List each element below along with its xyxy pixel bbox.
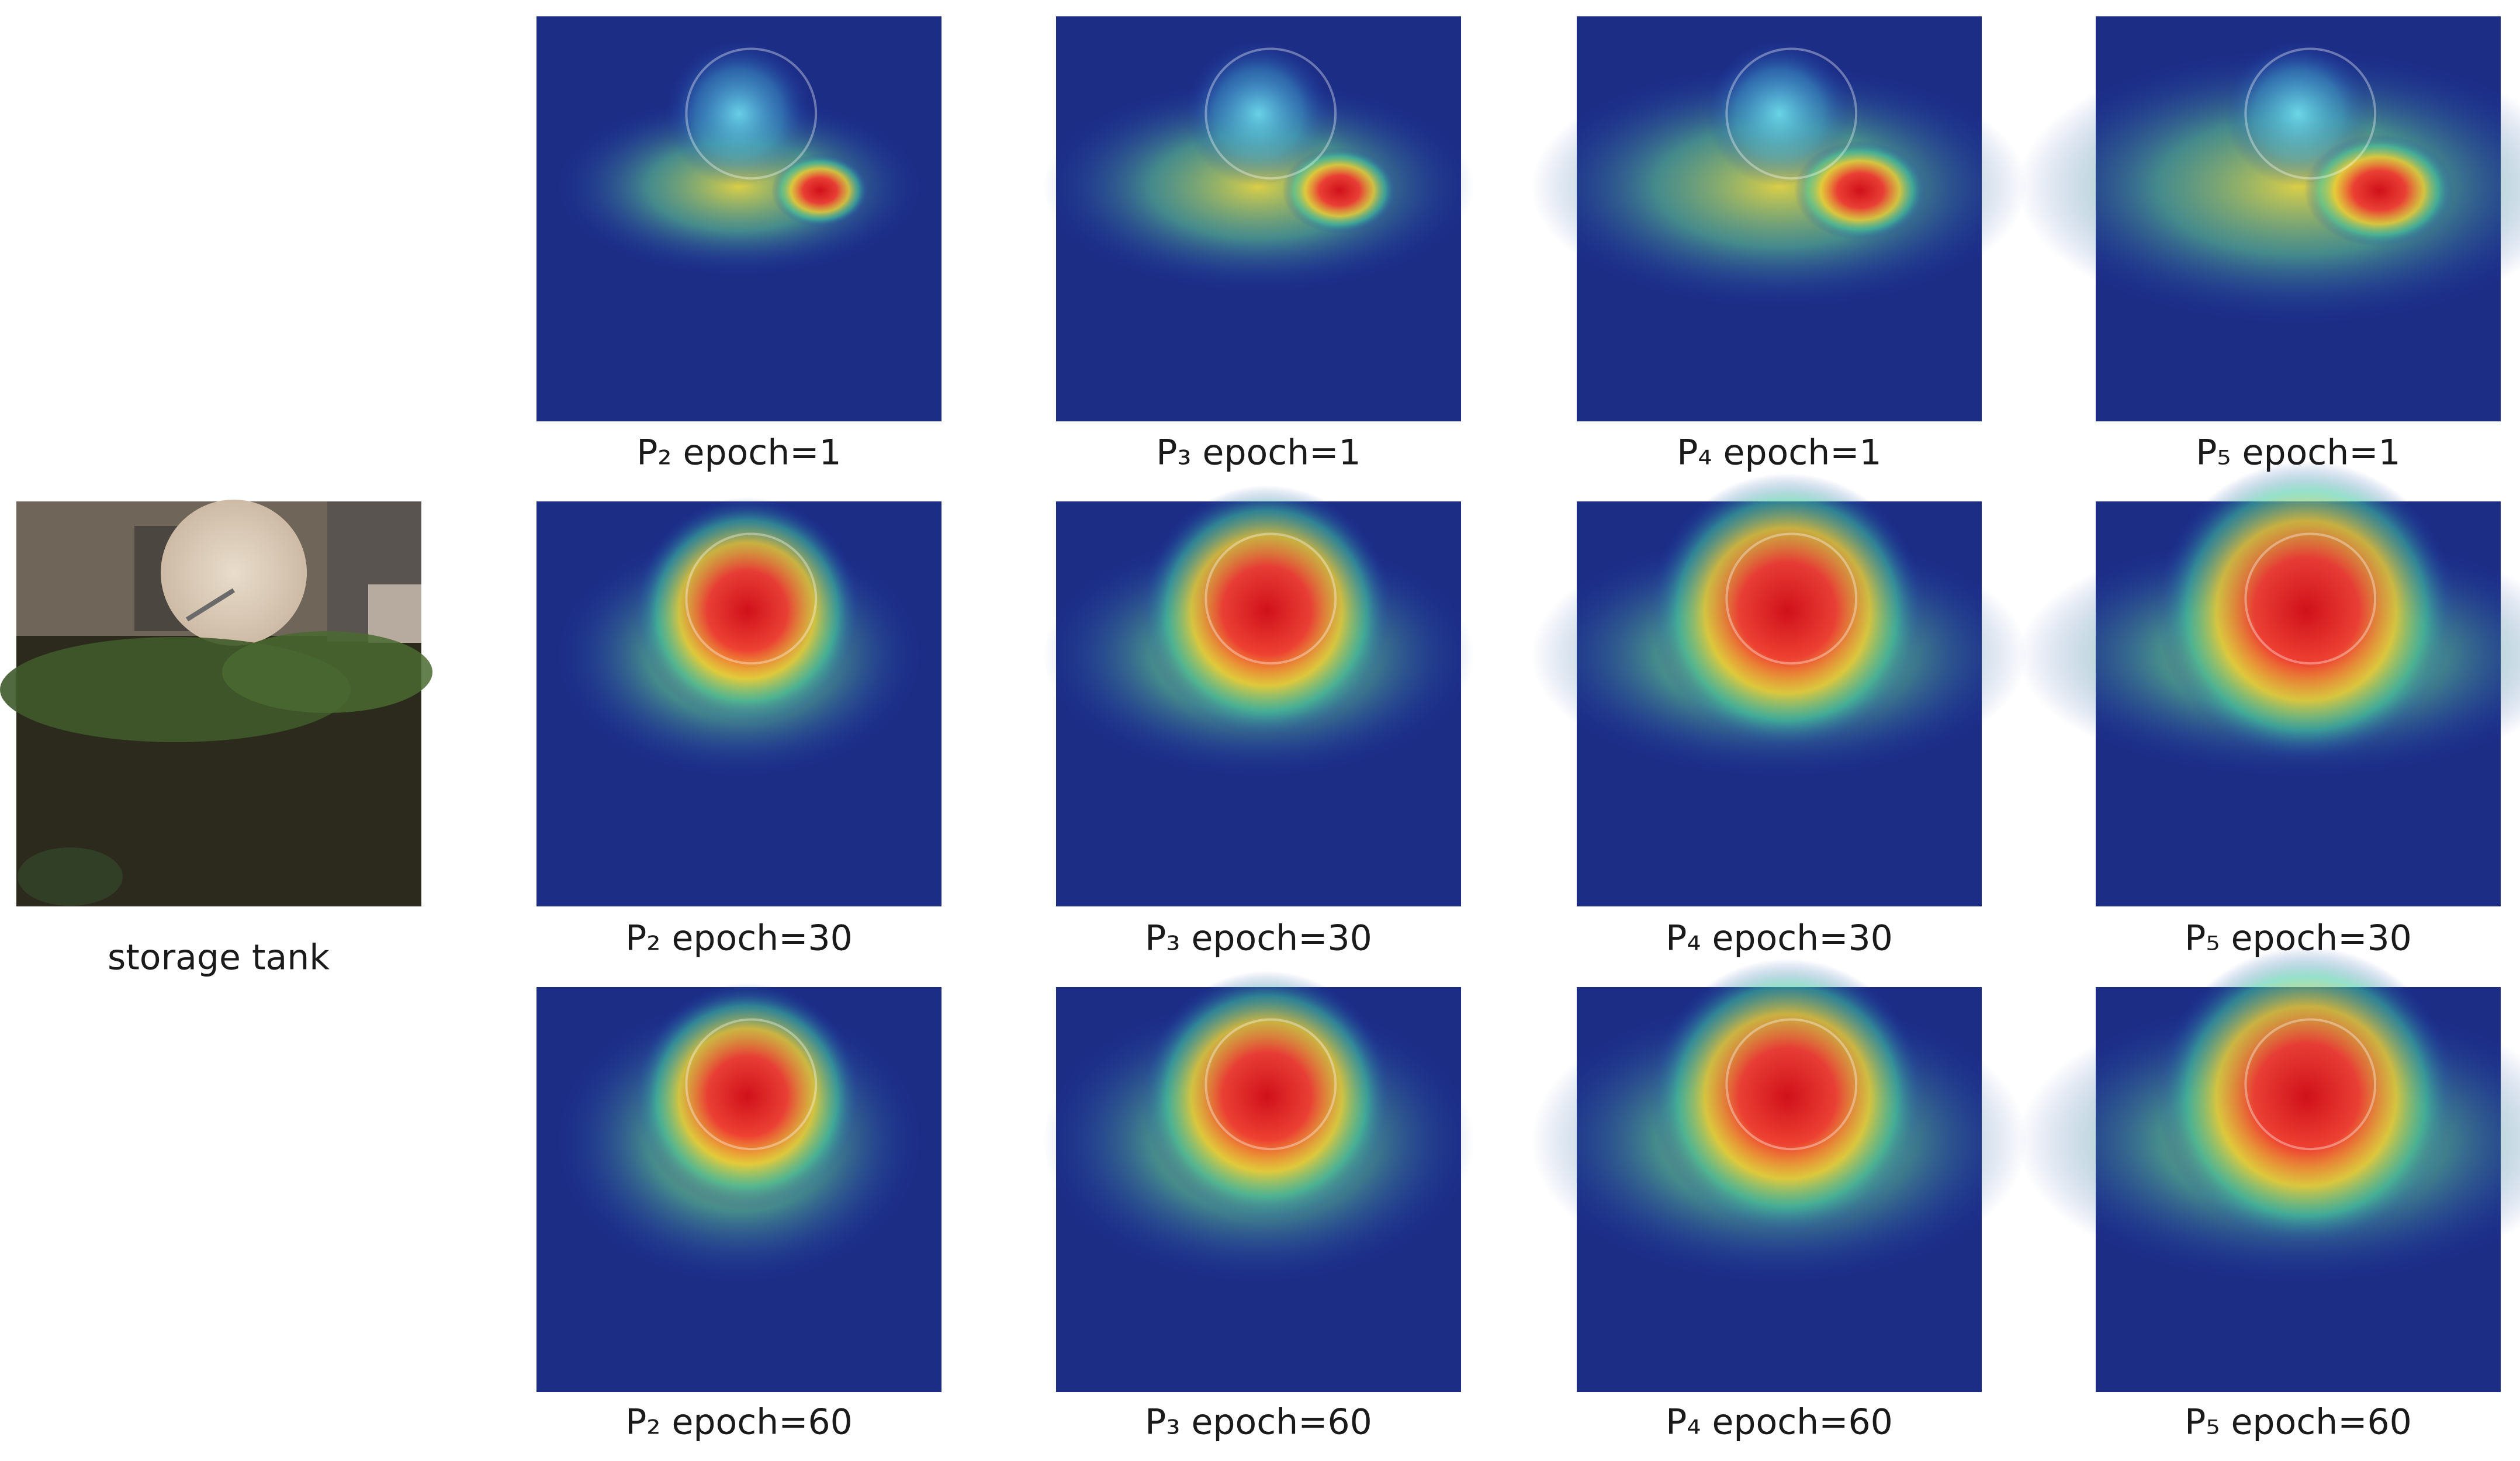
heatmap-caption: P₄ epoch=60 [1666, 1402, 1893, 1443]
heatmap [1043, 485, 1474, 906]
tank-outline [1725, 532, 1858, 665]
heatmap [2017, 946, 2520, 1392]
hot-spot [1649, 473, 1925, 749]
hot-spot [1794, 141, 1927, 240]
heatmap-caption: P₄ epoch=30 [1666, 918, 1893, 959]
hot-spot [2156, 946, 2456, 1247]
cool-spot [1706, 40, 1853, 187]
tank-outline [1725, 47, 1858, 180]
tank-outline [2244, 532, 2377, 665]
tank-outline [685, 1018, 818, 1151]
tank-outline [1204, 532, 1337, 665]
tank-outline [2244, 1018, 2377, 1151]
original-image [0, 500, 432, 906]
hot-spot [2156, 461, 2456, 761]
hot-spot [1649, 958, 1925, 1234]
heatmap [1531, 958, 2027, 1392]
hot-spot [1141, 971, 1393, 1222]
tank-outline [1725, 1018, 1858, 1151]
tank-outline [1204, 47, 1337, 180]
heatmap-caption: P₂ epoch=60 [625, 1402, 853, 1443]
heatmap-caption: P₃ epoch=1 [1156, 432, 1361, 473]
heatmap [1531, 16, 2027, 421]
heatmap [536, 16, 941, 421]
heatmap [1531, 473, 2027, 906]
heatmap-caption: P₂ epoch=1 [636, 432, 841, 473]
tank-outline [1204, 1018, 1337, 1151]
tank-outline [685, 47, 818, 180]
heatmap [1043, 16, 1474, 421]
heatmap [1043, 971, 1474, 1392]
tank-outline [685, 532, 818, 665]
original-caption: storage tank [108, 937, 330, 978]
hot-spot [634, 983, 861, 1210]
heatmap [536, 497, 941, 906]
hot-spot [1282, 147, 1397, 234]
hot-spot [1141, 485, 1393, 736]
heatmap-caption: P₂ epoch=30 [625, 918, 853, 959]
heatmap-caption: P₃ epoch=30 [1145, 918, 1372, 959]
tank-outline [2244, 47, 2377, 180]
hot-spot [771, 154, 869, 227]
cool-spot [666, 40, 812, 187]
hot-spot [634, 497, 861, 725]
heatmap-caption: P₅ epoch=60 [2185, 1402, 2412, 1443]
heatmap-caption: P₃ epoch=60 [1145, 1402, 1372, 1443]
heatmap [2017, 461, 2520, 906]
heatmap-caption: P₄ epoch=1 [1677, 432, 1881, 473]
warm-band [2017, 49, 2520, 324]
heatmap [536, 983, 941, 1392]
hot-spot [2304, 134, 2455, 247]
cool-spot [1185, 40, 1332, 187]
heatmap [2017, 16, 2520, 421]
